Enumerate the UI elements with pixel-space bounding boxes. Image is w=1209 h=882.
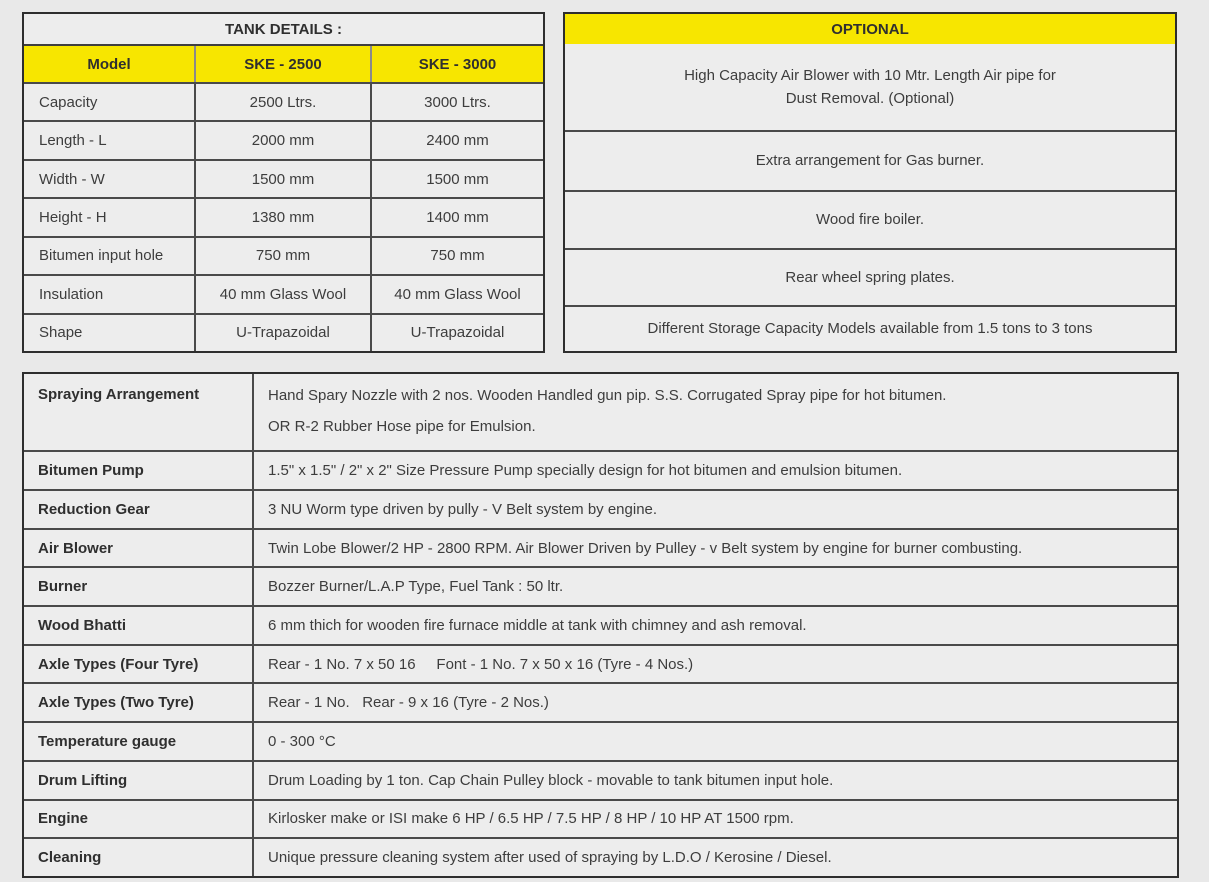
cell-value: 1500 mm <box>370 160 543 198</box>
column-header-ske-2500: SKE - 2500 <box>194 46 370 82</box>
cell-value: 40 mm Glass Wool <box>370 276 543 313</box>
optional-item: Extra arrangement for Gas burner. <box>565 130 1175 190</box>
row-label: Air Blower <box>38 539 114 557</box>
optional-item: Rear wheel spring plates. <box>565 248 1175 305</box>
row-label: Engine <box>38 810 89 828</box>
cell-value: 1.5" x 1.5" / 2" x 2" Size Pressure Pump… <box>252 452 1177 490</box>
table-row: Wood Bhatti 6 mm thich for wooden fire f… <box>24 605 1177 644</box>
cell-value: 750 mm <box>194 237 370 275</box>
cell-value: 2500 Ltrs. <box>194 84 370 121</box>
table-row: Insulation 40 mm Glass Wool 40 mm Glass … <box>24 274 543 313</box>
cell-value: 750 mm <box>370 237 543 275</box>
table-row: Capacity 2500 Ltrs. 3000 Ltrs. <box>24 82 543 121</box>
table-row: Axle Types (Four Tyre) Rear - 1 No. 7 x … <box>24 643 1177 683</box>
row-label: Bitumen Pump <box>38 462 144 480</box>
table-row: Burner Bozzer Burner/L.A.P Type, Fuel Ta… <box>24 566 1177 606</box>
cell-value: 3 NU Worm type driven by pully - V Belt … <box>252 491 1177 528</box>
row-label: Axle Types (Two Tyre) <box>38 694 194 712</box>
cell-value: Rear - 1 No. Rear - 9 x 16 (Tyre - 2 Nos… <box>252 684 1177 722</box>
optional-panel: OPTIONAL High Capacity Air Blower with 1… <box>563 12 1177 353</box>
tank-details-table: TANK DETAILS : Model SKE - 2500 SKE - 30… <box>22 12 545 353</box>
optional-item: High Capacity Air Blower with 10 Mtr. Le… <box>684 66 1056 107</box>
row-label: Capacity <box>39 93 98 111</box>
table-row: Reduction Gear 3 NU Worm type driven by … <box>24 489 1177 528</box>
row-label: Wood Bhatti <box>38 616 127 634</box>
cell-value: 2400 mm <box>370 122 543 159</box>
row-label: Axle Types (Four Tyre) <box>38 655 199 673</box>
cell-value: Drum Loading by 1 ton. Cap Chain Pulley … <box>252 761 1177 799</box>
cell-value: U-Trapazoidal <box>194 314 370 351</box>
table-row: Cleaning Unique pressure cleaning system… <box>24 837 1177 876</box>
optional-title: OPTIONAL <box>565 14 1175 44</box>
table-row: Axle Types (Two Tyre) Rear - 1 No. Rear … <box>24 682 1177 722</box>
table-row: Engine Kirlosker make or ISI make 6 HP /… <box>24 798 1177 838</box>
cell-value: Bozzer Burner/L.A.P Type, Fuel Tank : 50… <box>252 568 1177 606</box>
row-label: Drum Lifting <box>38 771 128 789</box>
cell-value: Unique pressure cleaning system after us… <box>252 839 1177 876</box>
table-row: Width - W 1500 mm 1500 mm <box>24 158 543 198</box>
value-line-2: OR R-2 Rubber Hose pipe for Emulsion. <box>268 418 536 436</box>
row-label: Length - L <box>39 132 107 150</box>
table-row: Shape U-Trapazoidal U-Trapazoidal <box>24 312 543 351</box>
optional-item: Different Storage Capacity Models availa… <box>565 305 1175 351</box>
row-label: Temperature gauge <box>38 733 177 751</box>
row-label: Insulation <box>39 285 104 303</box>
cell-value: Rear - 1 No. 7 x 50 16 Font - 1 No. 7 x … <box>252 645 1177 683</box>
cell-value: 2000 mm <box>194 122 370 159</box>
table-row: Air Blower Twin Lobe Blower/2 HP - 2800 … <box>24 527 1177 567</box>
row-label: Spraying Arrangement <box>38 386 200 403</box>
cell-value: 3000 Ltrs. <box>370 84 543 121</box>
table-row: Bitumen Pump 1.5" x 1.5" / 2" x 2" Size … <box>24 450 1177 490</box>
column-header-ske-3000: SKE - 3000 <box>370 46 543 82</box>
cell-value: U-Trapazoidal <box>370 314 543 351</box>
table-row: Spraying Arrangement Hand Spary Nozzle w… <box>24 374 1177 451</box>
row-label: Reduction Gear <box>38 500 150 518</box>
row-label: Width - W <box>39 170 105 188</box>
row-label: Height - H <box>39 208 107 226</box>
cell-value: Hand Spary Nozzle with 2 nos. Wooden Han… <box>252 374 1177 451</box>
cell-value: Twin Lobe Blower/2 HP - 2800 RPM. Air Bl… <box>252 529 1177 567</box>
cell-value: 1380 mm <box>194 199 370 236</box>
value-line-1: Hand Spary Nozzle with 2 nos. Wooden Han… <box>268 387 947 405</box>
row-label: Cleaning <box>38 849 102 867</box>
row-label: Bitumen input hole <box>39 247 164 265</box>
cell-value: 6 mm thich for wooden fire furnace middl… <box>252 607 1177 644</box>
optional-item: Wood fire boiler. <box>565 190 1175 248</box>
row-label: Burner <box>38 578 88 596</box>
specifications-table: Spraying Arrangement Hand Spary Nozzle w… <box>22 372 1179 878</box>
table-row: Temperature gauge 0 - 300 °C <box>24 721 1177 760</box>
table-row: Drum Lifting Drum Loading by 1 ton. Cap … <box>24 759 1177 799</box>
cell-value: 40 mm Glass Wool <box>194 276 370 313</box>
cell-value: Kirlosker make or ISI make 6 HP / 6.5 HP… <box>252 800 1177 838</box>
tank-details-header-row: Model SKE - 2500 SKE - 3000 <box>24 46 543 82</box>
table-row: Length - L 2000 mm 2400 mm <box>24 120 543 159</box>
column-header-model: Model <box>87 55 131 73</box>
cell-value: 1400 mm <box>370 199 543 236</box>
table-row: Bitumen input hole 750 mm 750 mm <box>24 235 543 275</box>
cell-value: 1500 mm <box>194 160 370 198</box>
cell-value: 0 - 300 °C <box>252 723 1177 760</box>
table-row: Height - H 1380 mm 1400 mm <box>24 197 543 236</box>
row-label: Shape <box>39 324 83 342</box>
tank-details-title: TANK DETAILS : <box>24 14 543 46</box>
